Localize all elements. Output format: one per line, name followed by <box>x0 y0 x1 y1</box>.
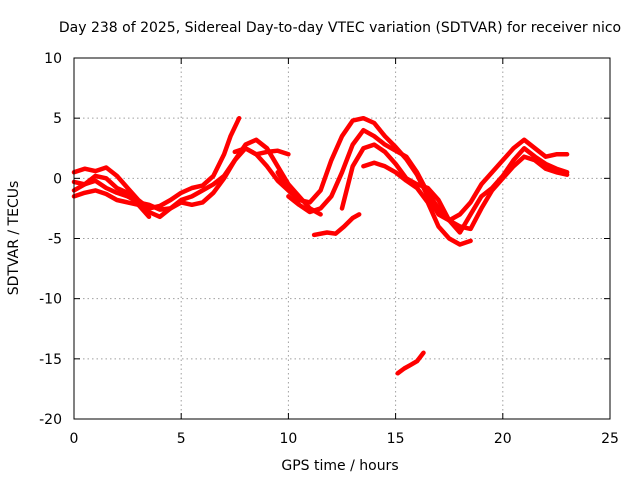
series-arc-1 <box>71 115 242 211</box>
chart-title: Day 238 of 2025, Sidereal Day-to-day VTE… <box>59 20 621 36</box>
series-arc-9 <box>361 160 473 247</box>
x-tick-label: 0 <box>70 431 79 447</box>
series-arc-5 <box>232 146 291 157</box>
x-tick-label: 15 <box>387 431 405 447</box>
series-arc-11 <box>395 350 426 376</box>
series-arc-2 <box>71 137 323 217</box>
axis-ticks: 0 5 10 15 20 25 -20 -15 -10 -5 0 5 10 <box>39 51 619 447</box>
y-tick-label: -5 <box>48 232 62 248</box>
data-traces <box>71 115 570 376</box>
x-axis-label: GPS time / hours <box>281 458 398 474</box>
series-arc-7 <box>286 127 570 235</box>
y-axis-label: SDTVAR / TECUs <box>6 181 22 296</box>
grid-lines <box>74 58 610 419</box>
y-tick-label: 5 <box>53 111 62 127</box>
y-tick-label: -15 <box>39 352 62 368</box>
x-tick-label: 5 <box>177 431 186 447</box>
series-arc-8 <box>339 142 570 232</box>
y-tick-label: -10 <box>39 292 62 308</box>
x-tick-label: 20 <box>494 431 512 447</box>
x-tick-label: 10 <box>279 431 297 447</box>
y-tick-label: 0 <box>53 171 62 187</box>
y-tick-label: 10 <box>44 51 62 67</box>
y-tick-label: -20 <box>39 412 62 428</box>
series-arc-10 <box>311 212 362 238</box>
series-arc-4 <box>71 173 152 220</box>
x-tick-label: 25 <box>601 431 619 447</box>
